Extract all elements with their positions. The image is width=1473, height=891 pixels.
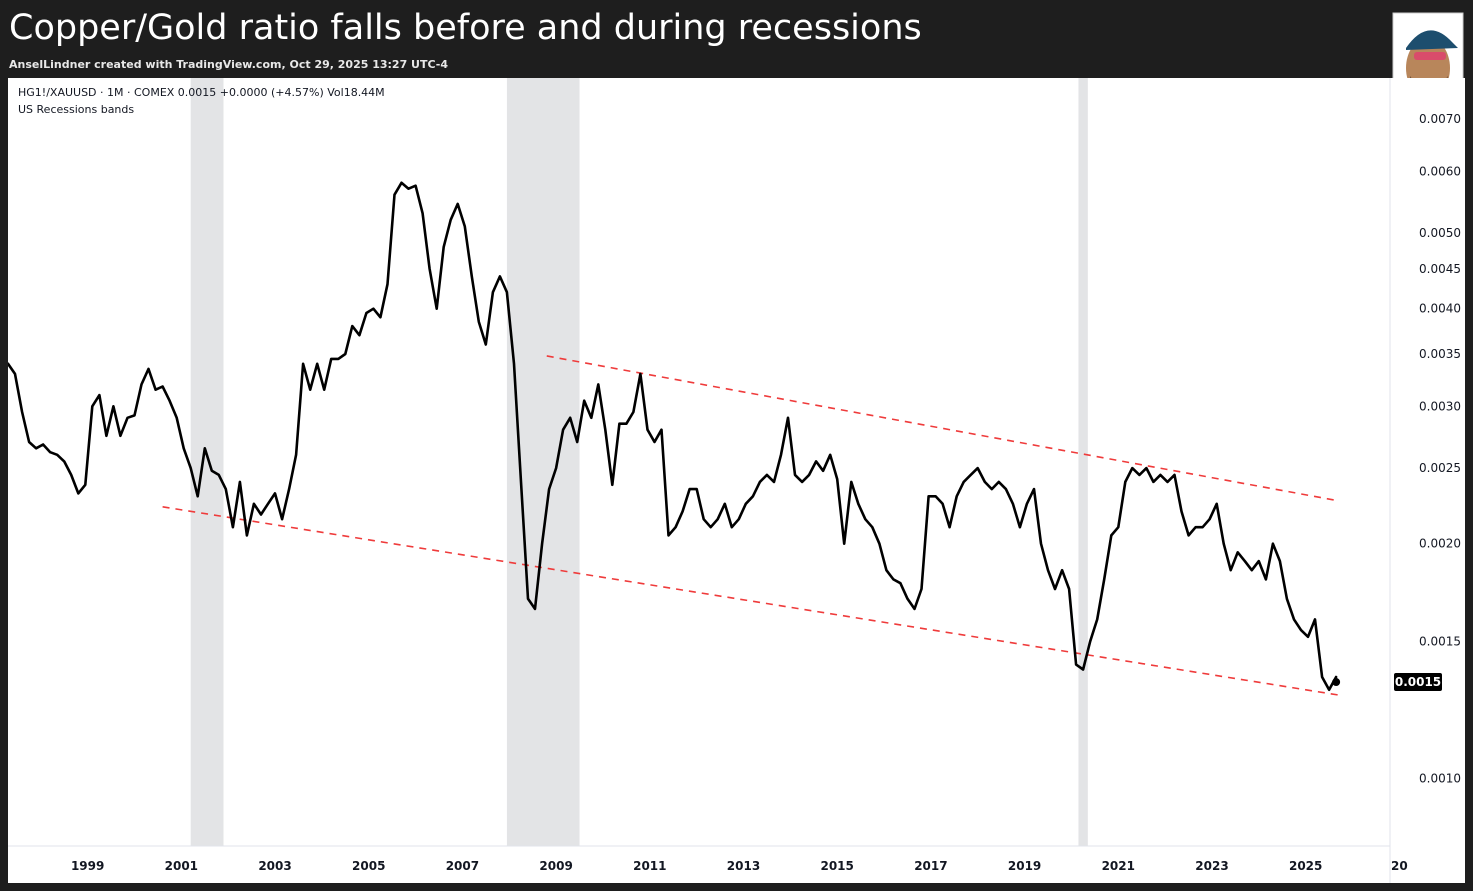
y-tick-label: 0.0030 xyxy=(1419,399,1461,413)
y-tick-label: 0.0010 xyxy=(1419,772,1461,786)
copper-gold-ratio-line xyxy=(8,181,1338,692)
chart-header: Copper/Gold ratio falls before and durin… xyxy=(0,0,1473,78)
x-tick-label: 2009 xyxy=(539,859,572,873)
x-tick-label: 2017 xyxy=(914,859,947,873)
chart-title: Copper/Gold ratio falls before and durin… xyxy=(9,8,922,48)
channel-line-upper xyxy=(546,355,1339,502)
y-tick-label: 0.0035 xyxy=(1419,347,1461,361)
x-tick-label: 2015 xyxy=(820,859,853,873)
last-value-marker: 0.0015 xyxy=(1394,673,1442,692)
x-tick-label: 2007 xyxy=(446,859,479,873)
x-tick-label: 2013 xyxy=(727,859,760,873)
x-tick-label: 1999 xyxy=(71,859,104,873)
y-tick-label: 0.0050 xyxy=(1419,226,1461,240)
chart-attribution: AnselLindner created with TradingView.co… xyxy=(9,58,449,71)
x-tick-label: 2021 xyxy=(1102,859,1135,873)
y-tick-label: 0.0040 xyxy=(1419,302,1461,316)
x-tick-label: 2001 xyxy=(165,859,198,873)
last-value-badge xyxy=(1394,673,1442,692)
recession-band-3 xyxy=(1078,78,1088,846)
symbol-legend: HG1!/XAUUSD · 1M · COMEX 0.0015 +0.0000 … xyxy=(18,86,385,99)
x-tick-label: 2023 xyxy=(1195,859,1228,873)
price-axis: 0.0070 0.0060 0.0050 0.0045 0.0040 0.0035 0.00… xyxy=(1419,112,1461,786)
x-tick-label: 2003 xyxy=(258,859,291,873)
recession-band-2 xyxy=(506,78,580,846)
channel-line-lower xyxy=(162,506,1339,696)
x-tick-label: 20 xyxy=(1391,859,1408,873)
last-price-dot xyxy=(1332,678,1341,687)
x-tick-label: 2025 xyxy=(1289,859,1322,873)
last-value-label: 0.0015 xyxy=(1395,675,1441,689)
y-tick-label: 0.0015 xyxy=(1419,634,1461,648)
x-tick-label: 2005 xyxy=(352,859,385,873)
x-tick-label: 2019 xyxy=(1008,859,1041,873)
avatar-glasses xyxy=(1414,52,1446,60)
plot-background xyxy=(8,78,1465,883)
x-tick-label: 2011 xyxy=(633,859,666,873)
y-tick-label: 0.0045 xyxy=(1419,262,1461,276)
avatar-cap xyxy=(1406,30,1458,50)
y-tick-label: 0.0060 xyxy=(1419,164,1461,178)
indicator-legend: US Recessions bands xyxy=(18,103,135,116)
y-tick-label: 0.0025 xyxy=(1419,461,1461,475)
trend-channel xyxy=(162,355,1339,696)
recession-band-1 xyxy=(190,78,224,846)
time-axis: 1999 2001 2003 2005 2007 2009 2011 2013 2015 2017… xyxy=(71,859,1408,873)
y-tick-label: 0.0070 xyxy=(1419,112,1461,126)
y-tick-label: 0.0020 xyxy=(1419,537,1461,551)
chart-area: 0.0070 0.0060 0.0050 0.0045 0.0040 0.0035 0.00… xyxy=(8,78,1465,883)
